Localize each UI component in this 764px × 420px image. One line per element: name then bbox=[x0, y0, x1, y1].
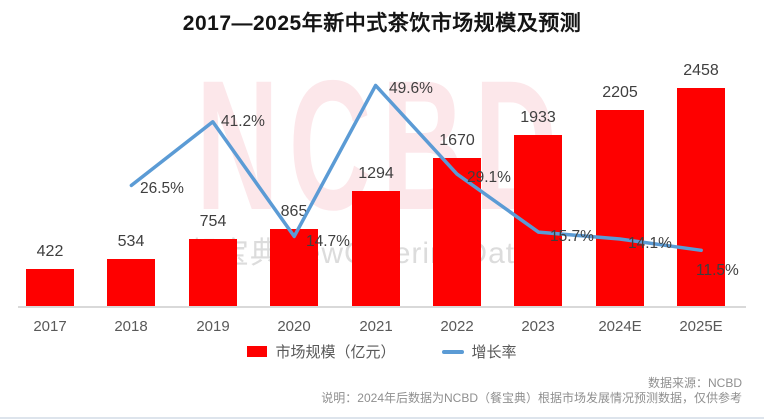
bar-value-label: 422 bbox=[36, 243, 64, 260]
growth-rate-label: 29.1% bbox=[467, 169, 511, 186]
x-axis-label: 2022 bbox=[440, 318, 474, 335]
bar-2024E bbox=[596, 110, 644, 306]
forecast-note: 说明：2024年后数据为NCBD（餐宝典）根据市场发展情况预测数据，仅供参考 bbox=[321, 391, 742, 405]
legend-growth-rate-label: 增长率 bbox=[471, 344, 517, 361]
legend-line-swatch-icon bbox=[441, 349, 464, 354]
legend-market-size-label: 市场规模（亿元） bbox=[275, 344, 396, 361]
bar-2018 bbox=[107, 259, 155, 306]
growth-rate-label: 26.5% bbox=[140, 180, 184, 197]
legend-item-market-size: 市场规模（亿元） bbox=[247, 341, 396, 362]
bar-value-label: 1670 bbox=[439, 132, 475, 149]
x-axis-label: 2019 bbox=[196, 318, 230, 335]
x-axis-label: 2025E bbox=[679, 318, 723, 335]
bar-2021 bbox=[352, 191, 400, 306]
x-axis-label: 2024E bbox=[598, 318, 642, 335]
growth-rate-label: 14.1% bbox=[628, 235, 672, 252]
legend-item-growth-rate: 增长率 bbox=[441, 341, 517, 362]
bar-2019 bbox=[189, 239, 237, 306]
x-axis-label: 2023 bbox=[521, 318, 555, 335]
x-axis-line bbox=[18, 306, 746, 308]
bar-value-label: 1933 bbox=[520, 109, 556, 126]
plot-area: NCBD 餐宝典NewCateringData 4222017534201875… bbox=[0, 40, 764, 335]
bar-value-label: 534 bbox=[117, 233, 145, 250]
bar-value-label: 2205 bbox=[602, 84, 638, 101]
x-axis-label: 2018 bbox=[114, 318, 148, 335]
bar-value-label: 1294 bbox=[358, 165, 394, 182]
legend-bar-swatch-icon bbox=[247, 346, 268, 357]
x-axis-label: 2021 bbox=[359, 318, 393, 335]
x-axis-label: 2017 bbox=[33, 318, 67, 335]
growth-rate-label: 11.5% bbox=[696, 262, 739, 279]
bar-2023 bbox=[514, 135, 562, 306]
growth-rate-label: 49.6% bbox=[389, 80, 433, 97]
chart-title: 2017—2025年新中式茶饮市场规模及预测 bbox=[182, 12, 582, 35]
x-axis-label: 2020 bbox=[277, 318, 311, 335]
bar-2017 bbox=[26, 269, 74, 306]
growth-rate-label: 41.2% bbox=[221, 113, 265, 130]
chart-legend: 市场规模（亿元） 增长率 bbox=[0, 341, 764, 362]
bar-value-label: 2458 bbox=[683, 62, 719, 79]
bar-value-label: 865 bbox=[280, 203, 308, 220]
growth-rate-label: 14.7% bbox=[306, 233, 350, 250]
bottom-divider bbox=[0, 417, 764, 419]
data-source-note: 数据来源：NCBD bbox=[647, 376, 742, 390]
bar-value-label: 754 bbox=[199, 213, 227, 230]
footer-notes: 数据来源：NCBD 说明：2024年后数据为NCBD（餐宝典）根据市场发展情况预… bbox=[321, 376, 742, 406]
growth-rate-label: 15.7% bbox=[550, 228, 594, 245]
